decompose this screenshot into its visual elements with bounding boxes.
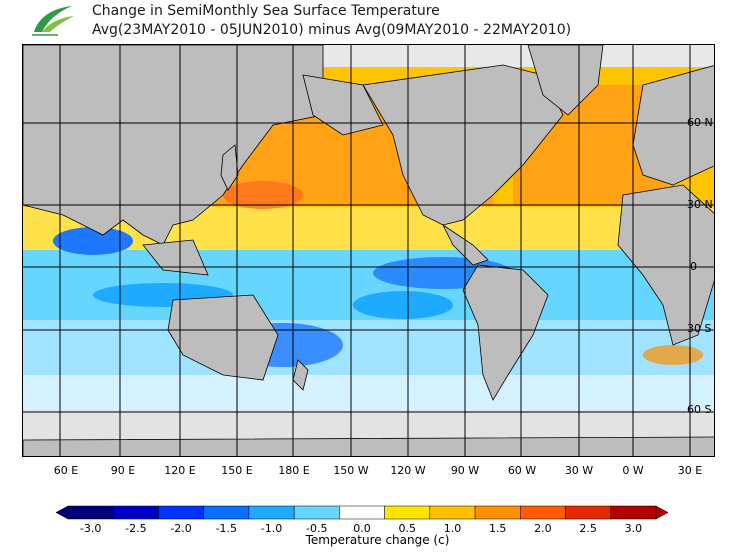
map-subtitle: Avg(23MAY2010 - 05JUN2010) minus Avg(09M… bbox=[92, 22, 572, 38]
colorbar-label: Temperature change (c) bbox=[305, 533, 450, 547]
colorbar-swatch bbox=[248, 505, 295, 520]
southern-white-band bbox=[23, 375, 714, 411]
colorbar-swatch bbox=[429, 505, 476, 520]
lat-label: 0 bbox=[690, 260, 697, 273]
page-title: Change in SemiMonthly Sea Surface Temper… bbox=[92, 2, 571, 40]
colorbar-swatch bbox=[384, 505, 431, 520]
land-asia bbox=[23, 45, 324, 246]
map-title: Change in SemiMonthly Sea Surface Temper… bbox=[92, 3, 440, 19]
colorbar-swatch bbox=[474, 505, 521, 520]
lon-label: 150 W bbox=[333, 464, 369, 477]
land-new-zealand bbox=[292, 359, 309, 391]
lat-label: 30 S bbox=[687, 322, 712, 335]
warm-patch bbox=[643, 345, 703, 365]
agency-logo bbox=[32, 6, 74, 36]
land-alaska bbox=[302, 74, 384, 136]
colorbar-swatch bbox=[520, 505, 566, 520]
colorbar-arrow-high bbox=[655, 505, 669, 520]
lon-label: 30 E bbox=[677, 464, 703, 477]
warm-patch bbox=[223, 181, 303, 209]
lon-label: 120 E bbox=[164, 464, 196, 477]
lon-label: 90 W bbox=[450, 464, 480, 477]
colorbar-swatch bbox=[112, 505, 159, 520]
lat-label: 30 N bbox=[687, 198, 713, 211]
land-greenland bbox=[527, 45, 604, 116]
land-antarctica bbox=[23, 436, 714, 456]
land-south-america bbox=[462, 264, 549, 401]
lon-label: 30 W bbox=[564, 464, 594, 477]
lon-label: 60 E bbox=[53, 464, 79, 477]
lon-label: 150 E bbox=[221, 464, 253, 477]
colorbar-swatch bbox=[293, 505, 340, 520]
colorbar-swatch bbox=[610, 505, 657, 520]
colorbar-swatch bbox=[339, 505, 385, 520]
lon-label: 120 W bbox=[390, 464, 426, 477]
colorbar-swatch bbox=[203, 505, 250, 520]
cool-patch bbox=[353, 291, 453, 319]
lat-label: 60 S bbox=[687, 403, 712, 416]
land-japan bbox=[220, 144, 239, 191]
colorbar-swatch bbox=[565, 505, 612, 520]
land-se-asia bbox=[142, 239, 209, 276]
cool-patch bbox=[53, 227, 133, 255]
sst-map-svg bbox=[23, 45, 714, 456]
lon-label: 0 W bbox=[622, 464, 644, 477]
colorbar-swatch bbox=[67, 505, 114, 520]
lon-label: 60 W bbox=[507, 464, 537, 477]
sst-change-map bbox=[22, 44, 715, 457]
colorbar-swatch bbox=[158, 505, 204, 520]
colorbar-arrow-low bbox=[55, 505, 69, 520]
lon-label: 90 E bbox=[110, 464, 136, 477]
lon-label: 180 E bbox=[278, 464, 310, 477]
land-australia bbox=[167, 294, 279, 381]
lat-label: 60 N bbox=[687, 116, 713, 129]
